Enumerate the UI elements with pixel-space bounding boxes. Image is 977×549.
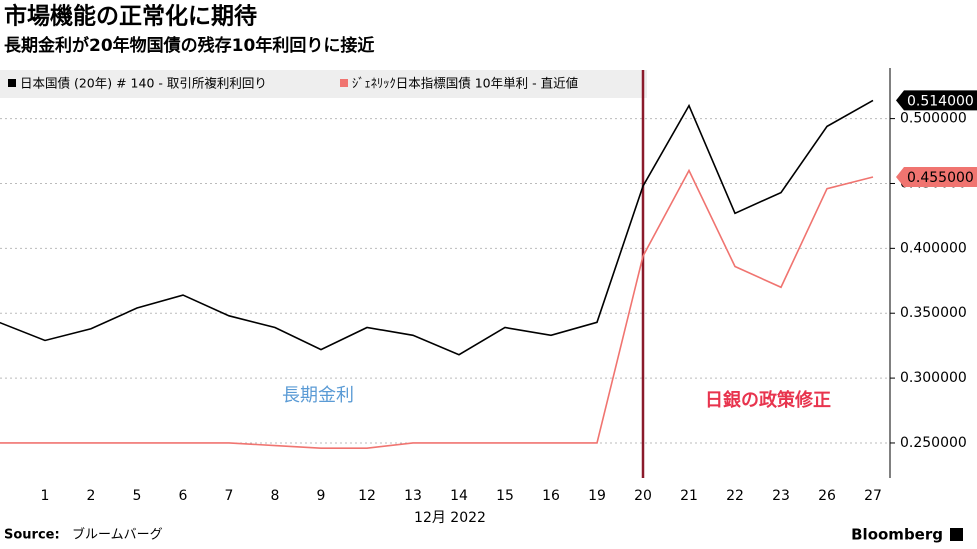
brand-icon <box>950 528 963 541</box>
x-tick-label: 2 <box>87 488 96 504</box>
x-tick-label: 9 <box>317 488 326 504</box>
x-axis-label: 12月 2022 <box>414 510 486 526</box>
legend-label: 日本国債 (20年) # 140 - 取引所複利利回り <box>20 76 267 91</box>
series-line <box>0 168 874 449</box>
brand: Bloomberg <box>851 526 943 544</box>
legend-label: ｼﾞｪﾈﾘｯｸ日本指標国債 10年単利 - 直近値 <box>352 76 578 91</box>
x-tick-label: 8 <box>271 488 280 504</box>
x-tick-label: 6 <box>179 488 188 504</box>
y-tick-label: 0.400000 <box>900 240 967 256</box>
series-line <box>0 99 874 356</box>
value-label-box <box>896 90 977 111</box>
x-tick-label: 12 <box>358 488 376 504</box>
x-tick-label: 20 <box>634 488 652 504</box>
x-tick-label: 1 <box>41 488 50 504</box>
x-tick-label: 26 <box>818 488 836 504</box>
x-tick-label: 7 <box>225 488 234 504</box>
legend-swatch <box>8 79 16 87</box>
x-tick-label: 14 <box>450 488 468 504</box>
x-tick-label: 13 <box>404 488 422 504</box>
chart-title: 市場機能の正常化に期待 <box>4 3 257 30</box>
y-tick-label: 0.350000 <box>900 305 967 321</box>
legend-swatch <box>340 79 348 87</box>
value-label-box <box>896 166 977 187</box>
chart-subtitle: 長期金利が20年物国債の残存10年利回りに接近 <box>4 35 374 56</box>
x-tick-label: 16 <box>542 488 560 504</box>
legend-background <box>0 70 647 98</box>
x-tick-label: 19 <box>588 488 606 504</box>
x-tick-label: 22 <box>726 488 744 504</box>
y-tick-label: 0.300000 <box>900 370 967 386</box>
y-tick-label: 0.500000 <box>900 111 967 127</box>
x-tick-label: 27 <box>864 488 882 504</box>
y-tick-label: 0.250000 <box>900 435 967 451</box>
x-tick-label: 21 <box>680 488 698 504</box>
value-label: 0.455000 <box>907 170 974 186</box>
value-label: 0.514000 <box>907 93 974 109</box>
annotation: 日銀の政策修正 <box>705 389 831 411</box>
x-tick-label: 5 <box>133 488 142 504</box>
x-tick-label: 15 <box>496 488 514 504</box>
source-label: Source: <box>4 528 60 543</box>
x-tick-label: 23 <box>772 488 790 504</box>
source: ブルームバーグ <box>72 527 163 543</box>
annotation: 長期金利 <box>282 385 354 406</box>
